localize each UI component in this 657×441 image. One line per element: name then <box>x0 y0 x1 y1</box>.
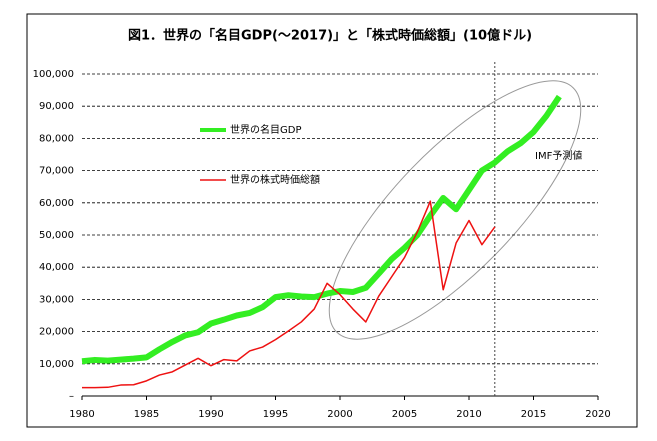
x-tick-label: 2015 <box>521 409 546 420</box>
x-tick-label: 2000 <box>327 409 352 420</box>
x-tick-label: 1995 <box>263 409 288 420</box>
y-tick-label: 70,000 <box>39 166 74 177</box>
y-tick-label: 10,000 <box>39 359 74 370</box>
x-tick-label: 2020 <box>585 409 610 420</box>
y-tick-label: 30,000 <box>39 294 74 305</box>
y-tick-label: 80,000 <box>39 133 74 144</box>
highlight-ellipse <box>328 80 582 340</box>
x-tick-label: 1980 <box>69 409 94 420</box>
x-tick-label: 1985 <box>134 409 159 420</box>
x-tick-label: 2010 <box>456 409 481 420</box>
chart-title: 図1．世界の「名目GDP(～2017)」と「株式時価総額」(10億ドル) <box>128 28 532 44</box>
annotation: IMF予測値 <box>535 149 582 162</box>
chart-border <box>26 13 638 428</box>
series-line <box>82 200 496 389</box>
y-tick-label: 100,000 <box>33 69 74 80</box>
y-tick-label: 60,000 <box>39 198 74 209</box>
x-tick-label: 2005 <box>392 409 417 420</box>
series-line <box>81 94 562 365</box>
x-tick-label: 1990 <box>198 409 223 420</box>
y-tick-label: 90,000 <box>39 101 74 112</box>
y-tick-label: 20,000 <box>39 327 74 338</box>
legend-label: 世界の株式時価総額 <box>230 173 320 186</box>
legend-label: 世界の名目GDP <box>230 123 301 136</box>
y-tick-label: 50,000 <box>39 230 74 241</box>
y-tick-label: – <box>69 391 74 402</box>
y-tick-label: 40,000 <box>39 262 74 273</box>
